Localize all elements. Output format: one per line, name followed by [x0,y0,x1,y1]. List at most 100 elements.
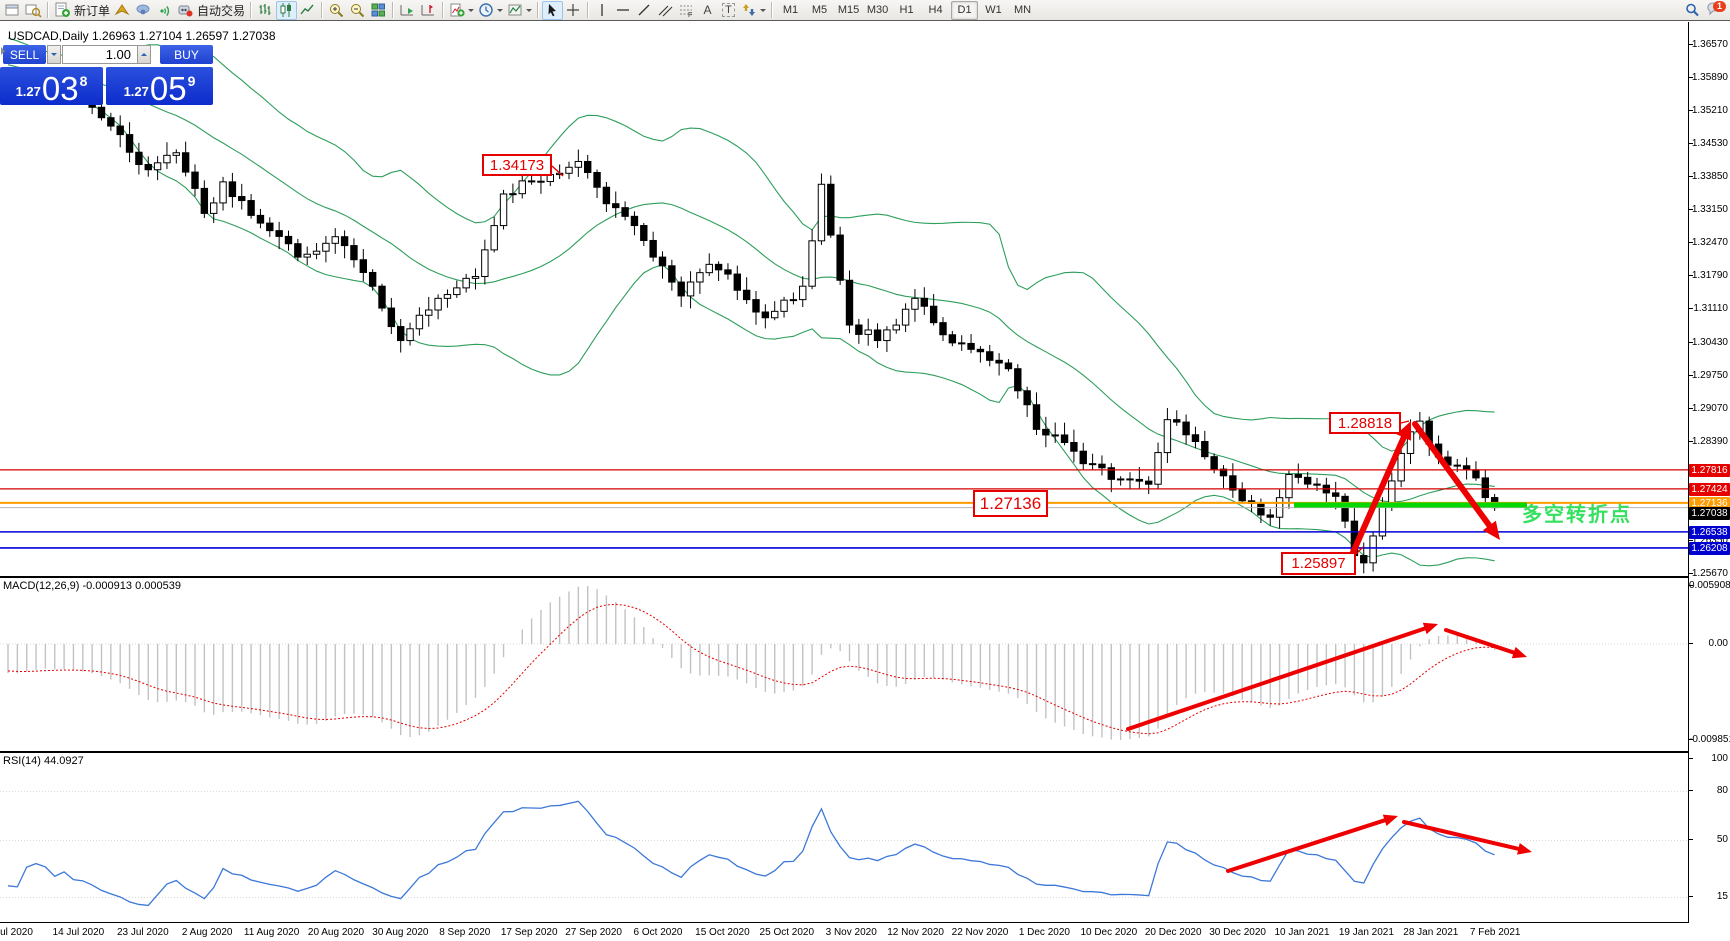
date-label: 19 Jan 2021 [1338,927,1394,938]
sell-price-display[interactable]: 1.27 03 8 [0,67,103,105]
price-tick: 100 [1689,753,1730,764]
horizontal-line-tool[interactable] [613,1,634,20]
chart-svg [0,37,1688,907]
fibonacci-tool[interactable]: F [676,1,697,20]
candlestick-chart-icon[interactable] [276,0,298,20]
price-badge: 1.27136 [1689,497,1730,510]
arrows-tool[interactable] [739,1,768,20]
notifications-button[interactable]: 1 [1703,0,1726,20]
timeframe-button-D1[interactable]: D1 [951,0,979,20]
timeframe-button-M30[interactable]: M30 [866,4,889,16]
price-tick: 1.26350 [1689,535,1730,546]
channel-tool[interactable] [655,1,676,20]
cursor-tool-button[interactable] [542,0,564,20]
date-label: 30 Dec 2020 [1209,927,1266,938]
price-tick: 1.29750 [1689,370,1730,381]
profiles-button[interactable] [23,1,44,20]
bar-chart-icon[interactable] [255,1,276,20]
vertical-line-tool[interactable] [592,1,613,20]
date-label: 10 Jan 2021 [1274,927,1330,938]
toolbar-separator [442,2,445,18]
dropdown-caret-icon [468,9,475,15]
sell-price-big: 03 [41,70,79,107]
timeframe-group: M1 M5 M15 M30 H1 H4 D1 W1 MN [776,0,1037,20]
annotation-jan-high[interactable]: 1.28818 [1329,412,1401,434]
date-label: 20 Dec 2020 [1144,927,1202,938]
date-label: 15 Oct 2020 [695,927,750,938]
price-tick: 1.33150 [1689,204,1730,215]
timeframe-button-MN[interactable]: MN [1013,4,1032,16]
toolbar-separator [537,2,540,18]
panel-separator-macd[interactable] [0,576,1730,578]
volume-input[interactable] [62,45,138,64]
price-tick: 1.25670 [1689,568,1730,579]
spinner-down-icon [51,53,57,59]
templates-button[interactable] [505,1,534,20]
annotation-jan-low[interactable]: 1.25897 [1281,552,1356,575]
indicators-button[interactable] [447,1,476,20]
date-label: 3 Nov 2020 [825,927,877,938]
auto-scroll-icon[interactable] [397,1,418,20]
timeframe-button-M5[interactable]: M5 [811,4,828,16]
line-chart-icon[interactable] [297,1,318,20]
search-icon[interactable] [1682,1,1703,20]
pivot-text-label[interactable]: 多空转折点 [1522,504,1632,526]
zoom-out-icon[interactable] [347,1,368,20]
chart-title: USDCAD,Daily 1.26963 1.27104 1.26597 1.2… [8,29,276,43]
price-tick: 1.35210 [1689,105,1730,116]
date-label: 1 Dec 2020 [1018,927,1070,938]
annotation-sep-high[interactable]: 1.34173 [482,154,552,176]
one-click-trading-panel: SELL BUY 1.27 03 8 1.27 05 9 [0,45,214,105]
one-click-collapse-icon[interactable] [1,47,9,55]
date-label: 27 Sep 2020 [565,927,622,938]
timeframe-button-M1[interactable]: M1 [782,4,799,16]
macd-label: MACD(12,26,9) -0.000913 0.000539 [3,580,181,592]
label-tool[interactable]: T [718,1,739,20]
date-label: 6 Oct 2020 [633,927,683,938]
periods-button[interactable] [476,1,505,20]
signals-icon[interactable] [154,1,175,20]
date-label: 22 Nov 2020 [951,927,1009,938]
panel-separator-rsi[interactable] [0,751,1730,753]
toolbar-separator [392,2,395,18]
zoom-in-icon[interactable] [326,1,347,20]
price-tick: 0.00 [1689,638,1730,649]
price-tick: 1.35890 [1689,72,1730,83]
chart-canvas[interactable] [0,22,1688,941]
buy-price-display[interactable]: 1.27 05 9 [106,67,213,105]
timeframe-button-H1[interactable]: H1 [899,4,914,16]
price-tick: 0.005908 [1689,580,1730,591]
price-tick: 1.31110 [1689,303,1730,314]
metaquotes-icon[interactable] [112,1,133,20]
text-tool[interactable]: A [697,1,718,20]
date-label: 2 Aug 2020 [181,927,233,938]
date-label: 20 Aug 2020 [307,927,365,938]
sell-button[interactable]: SELL [3,45,46,64]
timeframe-button-M15[interactable]: M15 [837,4,860,16]
annotation-pivot-level[interactable]: 1.27136 [973,490,1048,517]
price-scale[interactable]: 1.36570 1.35890 1.35210 1.34530 1.33850 1.331… [1689,22,1730,941]
timeframe-button-W1[interactable]: W1 [985,4,1002,16]
date-label: 14 Jul 2020 [52,927,105,938]
new-order-label: 新订单 [74,3,111,18]
time-axis-border [0,922,1730,923]
auto-trading-button[interactable]: 自动交易 [175,1,247,20]
timeframe-button-H4[interactable]: H4 [928,4,943,16]
label-tool-glyph: T [722,3,735,17]
tile-windows-icon[interactable] [368,1,389,20]
toolbar-separator [321,2,324,18]
toolbar-separator [250,2,253,18]
new-chart-button[interactable] [2,1,23,20]
spinner-up-icon [141,50,147,56]
time-axis[interactable]: Jul 2020 14 Jul 2020 23 Jul 2020 2 Aug 2020… [0,925,1688,941]
volume-increase-button[interactable] [137,45,151,64]
chart-shift-icon[interactable] [418,1,439,20]
buy-button[interactable]: BUY [160,45,213,64]
new-order-button[interactable]: 新订单 [52,1,112,20]
crosshair-tool-button[interactable] [563,1,584,20]
rsi-label: RSI(14) 44.0927 [3,755,84,767]
trendline-tool[interactable] [634,1,655,20]
price-tick: 1.36570 [1689,39,1730,50]
mql5-community-icon[interactable] [133,1,154,20]
volume-decrease-button[interactable] [47,45,61,64]
